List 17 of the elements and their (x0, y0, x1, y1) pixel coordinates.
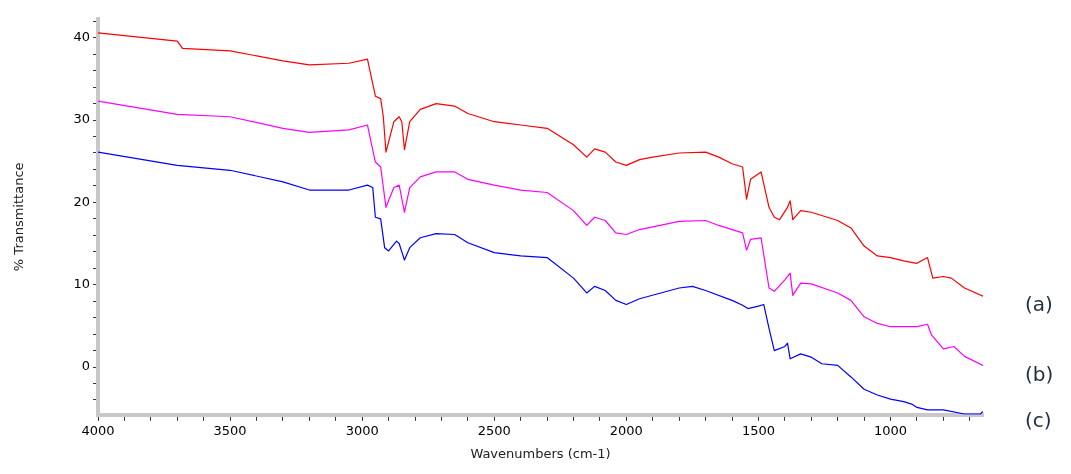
x-tick-label: 2500 (477, 422, 511, 438)
y-axis-title: % Transmittance (11, 162, 27, 272)
x-tick-label: 2000 (609, 422, 643, 438)
x-tick-label: 3000 (345, 422, 379, 438)
y-tick-label: 30 (73, 111, 90, 127)
x-tick-label: 1500 (741, 422, 775, 438)
text: (c) (1025, 407, 1052, 432)
y-tick-label: 40 (73, 29, 90, 45)
x-tick-label: 1000 (873, 422, 908, 438)
text: (a) (1025, 292, 1053, 317)
y-tick-label: 0 (81, 358, 90, 374)
x-tick-label: 3500 (213, 422, 247, 438)
text: (b) (1025, 361, 1054, 386)
x-axis-title: Wavenumbers (cm-1) (470, 445, 611, 461)
x-tick-label: 4000 (81, 422, 115, 438)
y-tick-label: 10 (73, 276, 90, 292)
y-tick-label: 20 (73, 193, 90, 209)
